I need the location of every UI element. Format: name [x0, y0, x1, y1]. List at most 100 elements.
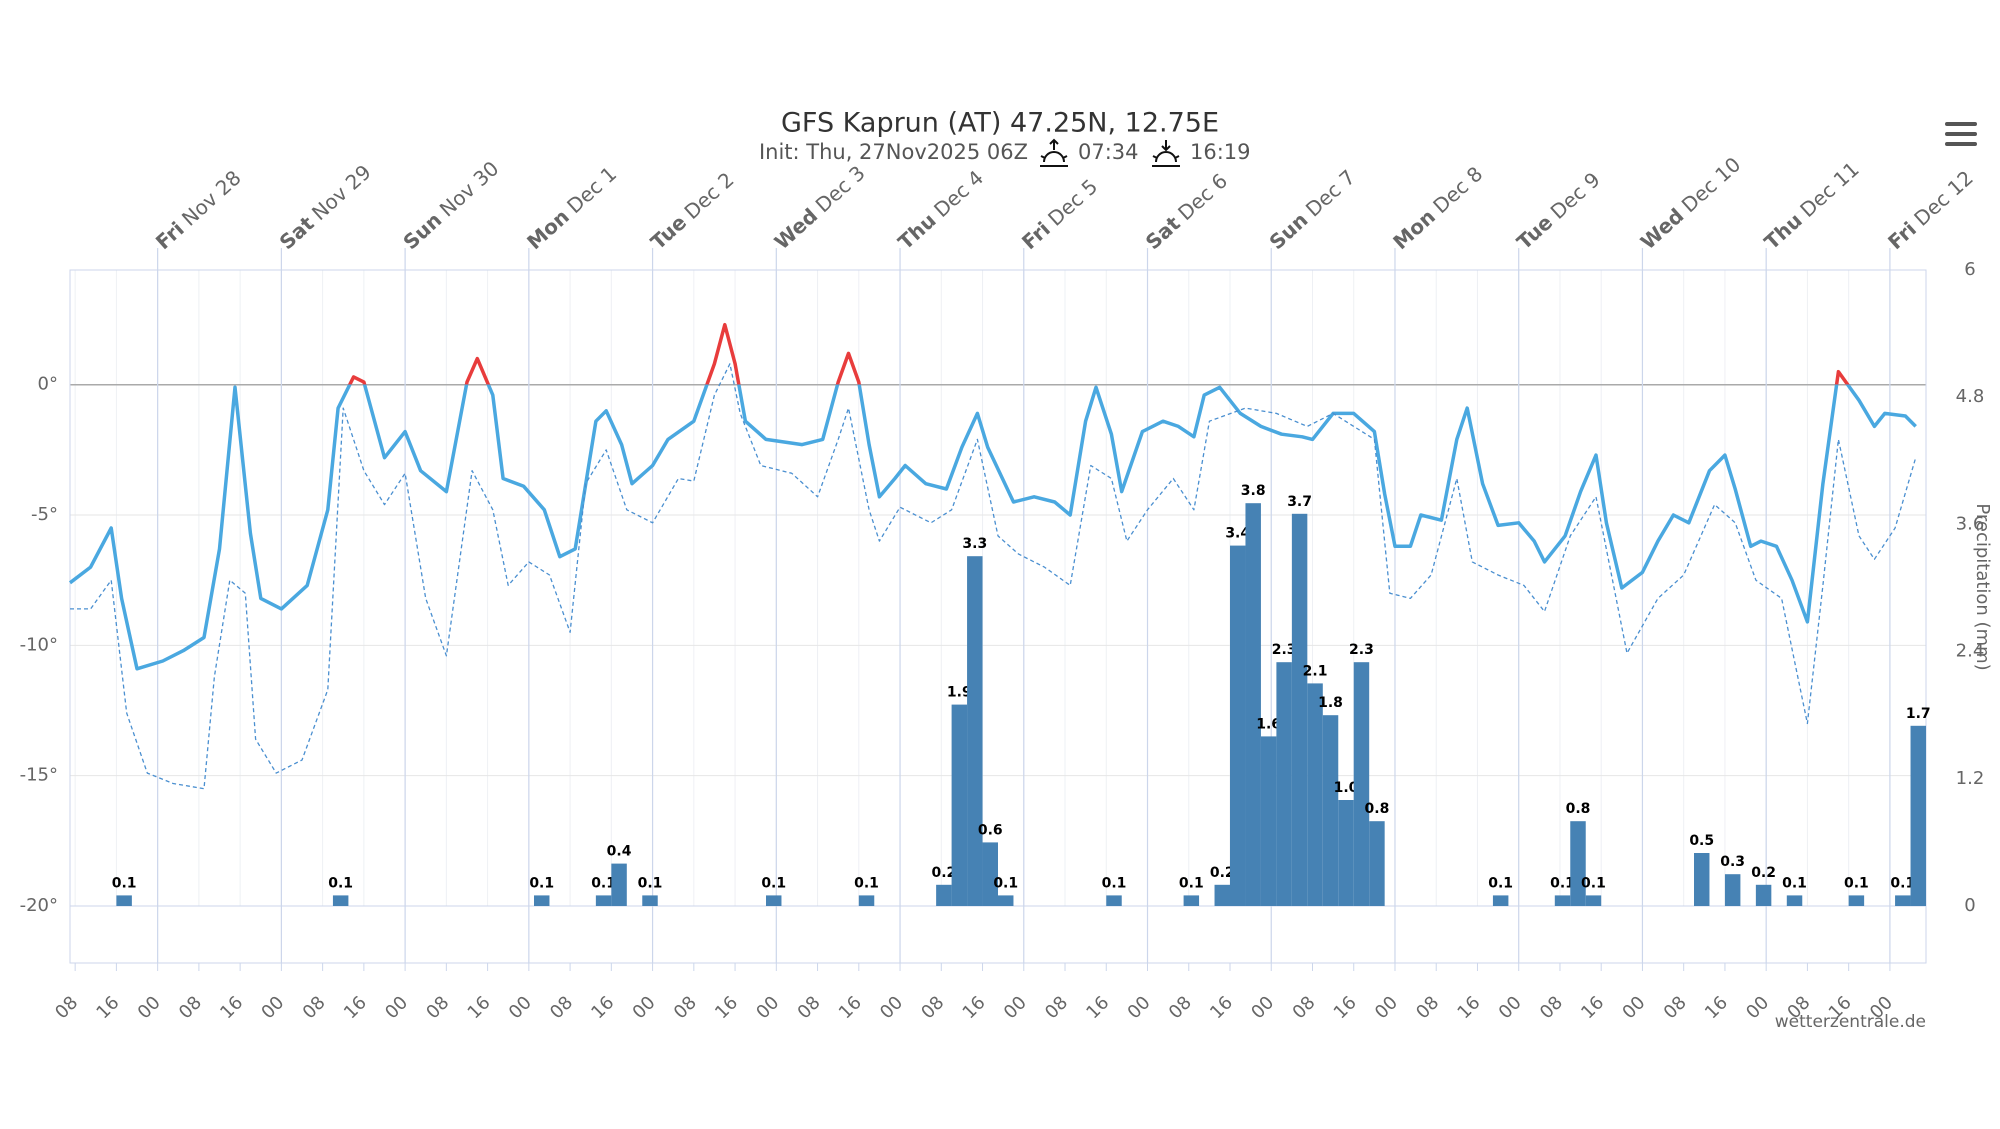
sunrise-time: 07:34	[1078, 140, 1139, 164]
x-tick-label: 16	[1206, 992, 1237, 1023]
precip-bar	[858, 895, 875, 906]
date: Dec 8	[1428, 161, 1487, 218]
precip-label: 2.1	[1303, 663, 1328, 679]
precip-bar	[642, 895, 658, 906]
date-label: WedDec 10	[1635, 152, 1745, 254]
weekday: Sat	[1140, 211, 1184, 254]
precip-label: 1.0	[1334, 780, 1359, 796]
precip-label: 0.1	[1488, 875, 1513, 891]
date-label: SatNov 29	[274, 159, 375, 253]
precip-label: 0.1	[993, 875, 1018, 891]
x-tick-label: 16	[959, 992, 990, 1023]
date: Dec 1	[562, 161, 621, 218]
x-tick-label: 08	[546, 992, 577, 1023]
precip-label: 1.9	[947, 685, 972, 701]
precip-label: 3.3	[962, 536, 987, 552]
date-label: FriNov 28	[151, 165, 246, 254]
precip-label: 0.1	[1844, 875, 1869, 891]
x-tick-label: 16	[216, 992, 247, 1023]
precip-bar	[936, 884, 952, 906]
x-tick-label: 16	[340, 992, 371, 1023]
precip-bar	[1214, 884, 1230, 906]
y-tick-label: 0°	[38, 374, 58, 395]
precip-bar	[982, 842, 998, 906]
date-label: MonDec 1	[522, 161, 621, 254]
precip-label: 3.8	[1241, 483, 1266, 499]
precip-bar	[1895, 895, 1911, 906]
y2-tick-label: 1.2	[1956, 768, 1985, 789]
precip-label: 2.3	[1272, 642, 1297, 658]
date-label: FriDec 12	[1883, 165, 1978, 254]
weekday: Mon	[522, 204, 574, 254]
precip-bar	[611, 863, 627, 906]
date: Nov 29	[307, 159, 376, 224]
dewpoint-line	[70, 363, 1917, 790]
date: Dec 5	[1043, 174, 1102, 231]
date-label: ThuDec 11	[1759, 157, 1863, 254]
weekday: Wed	[769, 203, 822, 254]
x-tick-label: 00	[876, 992, 907, 1023]
x-tick-label: 08	[670, 992, 701, 1023]
date: Nov 28	[177, 165, 246, 230]
date-label: MonDec 8	[1388, 161, 1487, 254]
x-tick-label: 00	[257, 992, 288, 1023]
precip-label: 0.1	[1102, 875, 1127, 891]
menu-button[interactable]	[1945, 122, 1977, 146]
x-tick-label: 00	[1000, 992, 1031, 1023]
x-tick-label: 08	[917, 992, 948, 1023]
weekday: Tue	[1512, 210, 1557, 254]
date: Dec 7	[1301, 165, 1360, 222]
date-label: SunNov 30	[398, 156, 503, 254]
weekday: Mon	[1388, 204, 1440, 254]
precip-label: 0.1	[854, 875, 879, 891]
precip-bar	[1554, 895, 1571, 906]
precip-bar	[1570, 821, 1586, 906]
precip-label: 0.3	[1720, 854, 1745, 870]
y-tick-label: -5°	[31, 504, 58, 525]
date: Dec 3	[810, 160, 869, 217]
precip-label: 0.1	[1782, 875, 1807, 891]
chart-title: GFS Kaprun (AT) 47.25N, 12.75E	[781, 108, 1219, 139]
precip-bar	[1230, 545, 1246, 906]
date-label: FriDec 5	[1017, 174, 1102, 254]
date: Dec 12	[1909, 165, 1977, 230]
precip-label: 0.4	[607, 844, 632, 860]
precip-label: 0.2	[931, 865, 956, 881]
x-tick-label: 16	[711, 992, 742, 1023]
x-tick-label: 08	[1041, 992, 1072, 1023]
date: Dec 4	[929, 165, 988, 222]
precip-label: 0.8	[1365, 801, 1390, 817]
temperature-line	[68, 322, 1917, 671]
date-label: WedDec 3	[769, 160, 869, 253]
precip-bar	[1353, 662, 1370, 906]
precip-bar	[1338, 800, 1354, 906]
x-tick-label: 00	[505, 992, 536, 1023]
precip-bar	[1585, 895, 1602, 906]
x-tick-label: 00	[752, 992, 783, 1023]
date-label: TueDec 2	[646, 167, 739, 254]
precip-bar	[1307, 683, 1323, 906]
x-tick-label: 00	[1371, 992, 1402, 1023]
precip-label: 0.1	[591, 875, 616, 891]
precip-bar	[1492, 895, 1509, 906]
precip-bar	[1260, 736, 1277, 906]
x-tick-label: 16	[464, 992, 495, 1023]
precip-bar	[1276, 662, 1292, 906]
x-tick-label: 16	[1082, 992, 1113, 1023]
x-tick-label: 00	[1495, 992, 1526, 1023]
x-tick-label: 08	[1289, 992, 1320, 1023]
date-label: SunDec 7	[1264, 165, 1359, 254]
x-tick-label: 08	[1660, 992, 1691, 1023]
x-tick-label: 16	[1453, 992, 1484, 1023]
weekday: Thu	[893, 208, 940, 254]
precip-bar	[1848, 895, 1865, 906]
x-tick-label: 00	[1742, 992, 1773, 1023]
precip-bar	[998, 895, 1014, 906]
precip-label: 0.5	[1689, 833, 1714, 849]
y-tick-label: -20°	[20, 895, 58, 916]
x-tick-label: 08	[1412, 992, 1443, 1023]
precip-label: 1.8	[1318, 695, 1343, 711]
precip-bar	[1245, 503, 1261, 906]
date: Nov 30	[434, 156, 503, 221]
